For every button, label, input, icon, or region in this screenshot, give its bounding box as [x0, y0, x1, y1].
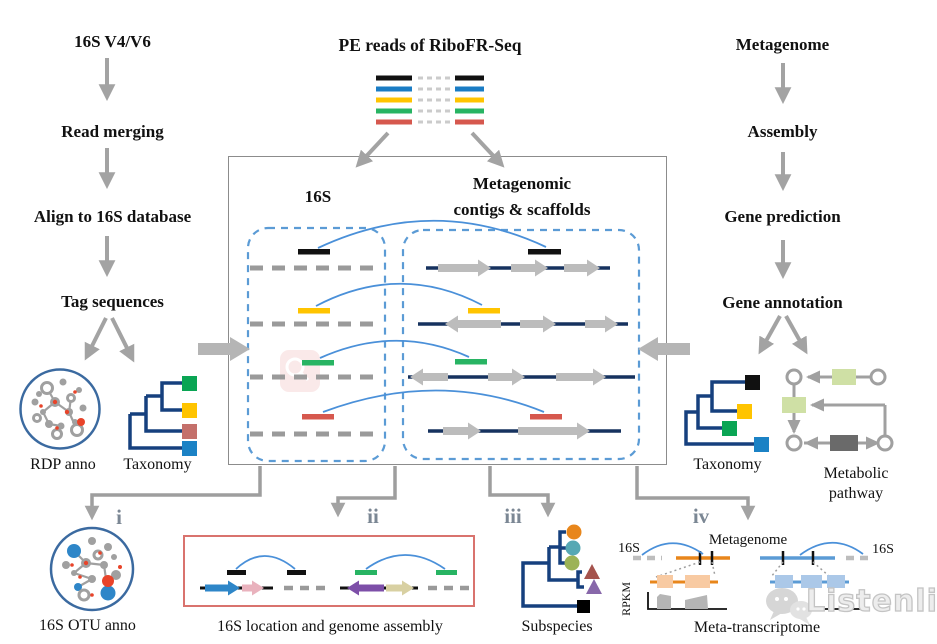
right-flow-step-2: Assembly [747, 122, 818, 141]
pathway-caption-line2: pathway [828, 485, 884, 502]
meta-transcriptome-graphic [633, 541, 874, 610]
box-16s-label: 16S [304, 187, 332, 206]
left-flow-step-2: Read merging [61, 122, 164, 141]
leaf-darkred-triangle [584, 564, 600, 579]
rdp-network-graphic [19, 368, 101, 450]
leaf-blue [182, 441, 197, 456]
leaf-olive-circle [564, 555, 580, 571]
dashed-contigs-region [401, 228, 641, 461]
leaf-blue [754, 437, 769, 452]
pathway-gene-green [782, 397, 806, 413]
section-ii-numeral: ii [367, 504, 379, 528]
central-box-graphics [246, 219, 641, 463]
iv-left-16s-label: 16S [618, 541, 640, 556]
iv-metagenome-label: Metagenome [708, 532, 788, 548]
leaf-teal-circle [565, 540, 581, 556]
assembly-graphic [200, 554, 471, 596]
assembly-red-box [183, 535, 475, 607]
metabolic-pathway-graphic [782, 368, 894, 452]
leaf-gold [737, 404, 752, 419]
pathway-gene-dark [830, 435, 858, 451]
leaf-black-square [577, 600, 590, 613]
section-iv-numeral: iv [692, 504, 710, 528]
row-green [250, 339, 635, 392]
right-flow-step-4: Gene annotation [722, 293, 843, 312]
leaf-orange-circle [566, 524, 582, 540]
iv-right-16s-label: 16S [872, 542, 894, 557]
left-taxonomy-tree [128, 376, 197, 456]
iv-left-group [633, 542, 730, 610]
pe-read-pairs [376, 75, 484, 125]
leaf-green [722, 421, 737, 436]
pathway-caption-line1: Metabolic [823, 465, 889, 482]
left-flow-step-3: Align to 16S database [33, 207, 192, 226]
rdp-anno-caption: RDP anno [30, 456, 96, 473]
chat-bubbles-icon [766, 588, 812, 625]
figure-title: PE reads of RiboFR-Seq [338, 35, 522, 55]
box-metagenomic-label-line2: contigs & scaffolds [453, 200, 591, 219]
otu-network-graphic [49, 526, 135, 612]
section-i-numeral: i [116, 505, 122, 529]
row-red [250, 389, 621, 440]
left-taxonomy-caption: Taxonomy [123, 456, 192, 473]
right-flow-step-1: Metagenome [735, 35, 830, 54]
right-flow-step-3: Gene prediction [724, 207, 841, 226]
section-ii-caption: 16S location and genome assembly [217, 618, 443, 635]
pe-reads-graphic [376, 75, 484, 125]
right-taxonomy-tree [684, 375, 769, 452]
leaf-gold [182, 403, 197, 418]
left-flow-step-4: Tag sequences [61, 292, 164, 311]
leaf-black [745, 375, 760, 390]
section-iv-caption: Meta-transcriptome [693, 619, 821, 636]
section-iii-numeral: iii [504, 504, 522, 528]
magnifier-watermark-icon [280, 350, 320, 392]
watermark-text: Listenlii [805, 583, 937, 619]
leaf-purple-triangle [586, 579, 602, 594]
left-flow-step-1: 16S V4/V6 [74, 32, 151, 51]
section-iii-caption: Subspecies [521, 618, 593, 635]
pathway-gene-green [832, 369, 856, 385]
leaf-green [182, 376, 197, 391]
right-taxonomy-caption: Taxonomy [693, 456, 762, 473]
leaf-salmon [182, 424, 197, 439]
box-metagenomic-label-line1: Metagenomic [472, 174, 572, 193]
section-i-caption: 16S OTU anno [39, 617, 136, 634]
row-yellow [250, 282, 628, 333]
row-black [250, 219, 610, 277]
subspecies-tree-graphic [521, 524, 602, 613]
